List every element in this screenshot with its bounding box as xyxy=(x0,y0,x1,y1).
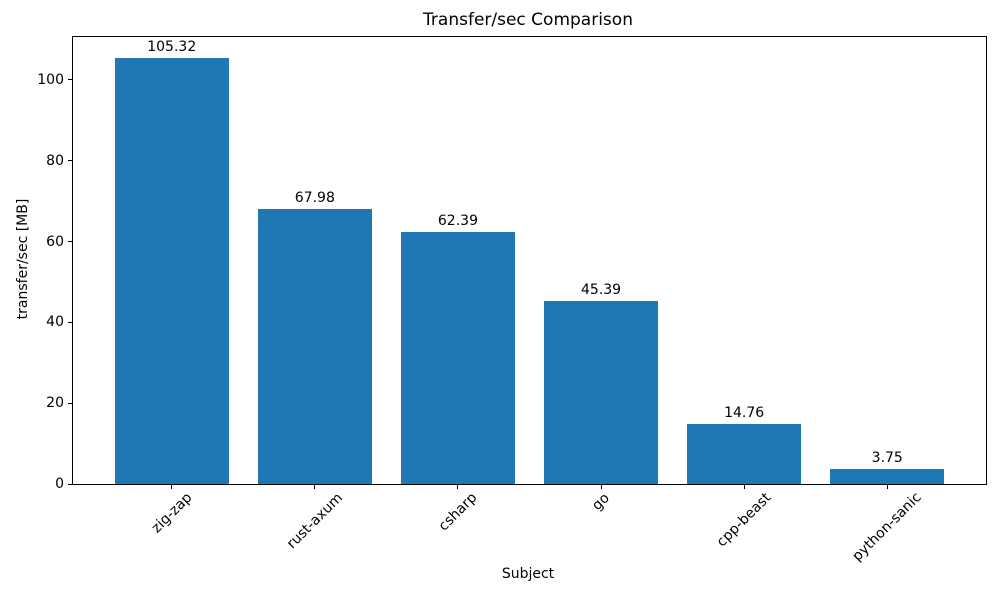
y-tick xyxy=(68,402,72,404)
bar xyxy=(686,424,802,484)
y-tick xyxy=(68,483,72,485)
y-tick-label: 100 xyxy=(37,71,64,88)
bar xyxy=(830,468,945,484)
x-tick-label: python-sanic xyxy=(849,489,925,566)
bar-value-label: 62.39 xyxy=(437,212,478,229)
y-tick-label: 20 xyxy=(46,395,64,412)
x-tick xyxy=(600,485,602,489)
y-tick xyxy=(68,160,72,162)
x-tick-label: rust-axum xyxy=(283,490,346,553)
bar-value-label: 67.98 xyxy=(294,190,335,207)
y-tick xyxy=(68,321,72,323)
chart-title: Transfer/sec Comparison xyxy=(423,10,633,30)
bar xyxy=(543,300,659,484)
y-tick-label: 40 xyxy=(46,314,64,331)
bar-value-label: 3.75 xyxy=(871,449,903,466)
x-tick xyxy=(457,485,459,489)
y-axis-label: transfer/sec [MB] xyxy=(15,198,31,320)
bar-value-label: 45.39 xyxy=(581,281,622,298)
y-tick-label: 0 xyxy=(55,476,64,492)
x-tick xyxy=(171,485,173,489)
x-tick-label: go xyxy=(589,489,613,514)
y-tick xyxy=(68,241,72,242)
x-axis-label: Subject xyxy=(501,566,555,582)
y-tick xyxy=(68,79,72,81)
bar xyxy=(400,231,516,484)
x-tick-label: zig-zap xyxy=(148,489,196,537)
x-tick-label: csharp xyxy=(435,489,481,535)
bar-value-label: 105.32 xyxy=(147,39,197,56)
bar xyxy=(114,58,229,484)
x-tick xyxy=(314,485,316,489)
y-tick-label: 80 xyxy=(46,152,64,169)
x-tick xyxy=(886,485,888,489)
x-tick-label: cpp-beast xyxy=(713,489,775,551)
x-tick xyxy=(743,485,745,489)
plot-area: 0 20 40 60 80 100 105.32 zig-zap 67.98 rust-axum 6… xyxy=(37,36,987,565)
y-tick-label: 60 xyxy=(46,233,64,250)
bar xyxy=(257,209,373,484)
bar-value-label: 14.76 xyxy=(724,405,765,422)
